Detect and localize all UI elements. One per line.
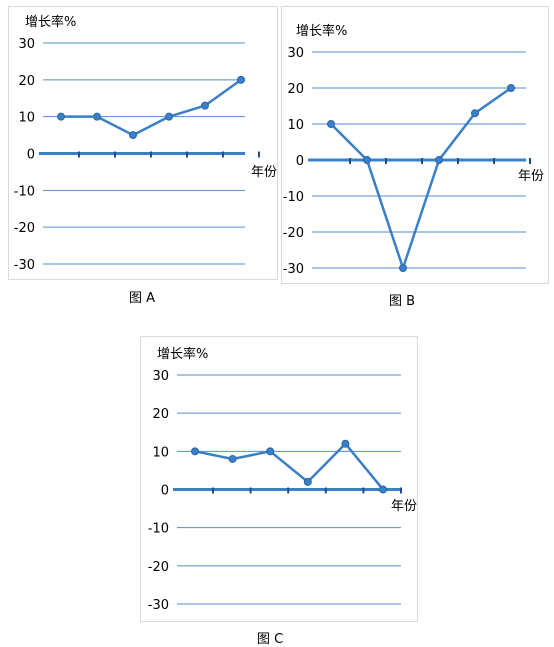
y-tick-label: 0 (27, 148, 35, 163)
data-point (363, 156, 371, 164)
y-tick-label: 0 (161, 484, 169, 499)
y-axis-label: 增长率% (25, 14, 76, 30)
series-line (61, 78, 242, 137)
data-point (237, 75, 245, 84)
y-tick-label: 30 (287, 46, 304, 61)
data-point (191, 447, 199, 456)
x-axis-label: 年份 (251, 165, 277, 180)
data-point (57, 112, 65, 121)
y-tick-label: -30 (14, 258, 35, 273)
data-point (341, 439, 350, 448)
data-point (399, 264, 407, 272)
data-point (266, 447, 275, 456)
chart-c-caption: 图 C (257, 632, 284, 647)
chart-b-caption: 图 B (389, 294, 416, 309)
y-axis-label: 增长率% (296, 23, 347, 39)
y-tick-label: -20 (148, 560, 169, 575)
y-tick-label: -30 (148, 598, 169, 613)
chart-b-panel: 30 20 10 0 -10 -20 -30 增长率% 年份 (281, 6, 549, 284)
data-point (201, 101, 209, 110)
data-point (129, 131, 137, 140)
y-tick-label: -20 (14, 221, 35, 236)
data-point (379, 485, 387, 494)
y-tick-label: -10 (14, 184, 35, 199)
data-point (327, 120, 335, 128)
y-tick-label: 20 (287, 82, 304, 97)
data-point (471, 109, 479, 118)
y-tick-label: 10 (18, 111, 35, 126)
data-point (93, 112, 101, 121)
y-tick-label: 0 (296, 154, 304, 169)
data-point (507, 84, 515, 92)
series-line (194, 442, 384, 491)
x-axis-label: 年份 (391, 499, 417, 514)
y-tick-label: 20 (18, 74, 35, 89)
y-tick-label: -30 (283, 262, 304, 277)
chart-a-caption: 图 A (129, 291, 156, 306)
y-tick-label: -10 (148, 522, 169, 537)
chart-b-svg: 30 20 10 0 -10 -20 -30 增长率% 年份 (283, 23, 544, 277)
y-tick-label: 30 (18, 37, 35, 52)
y-tick-label: 30 (152, 369, 169, 384)
y-axis-label: 增长率% (157, 346, 208, 362)
y-tick-label: 20 (152, 407, 169, 422)
data-point (303, 477, 312, 486)
chart-c-panel: 30 20 10 0 -10 -20 -30 增长率% 年份 (140, 336, 418, 622)
data-point (435, 156, 443, 164)
chart-a-svg: 30 20 10 0 -10 -20 -30 增长率% 年份 (14, 14, 277, 273)
y-tick-label: -10 (283, 190, 304, 205)
chart-a-panel: 30 20 10 0 -10 -20 -30 增长率% 年份 (8, 6, 278, 280)
data-point (228, 454, 237, 463)
chart-c-svg: 30 20 10 0 -10 -20 -30 增长率% 年份 (148, 346, 417, 613)
y-tick-label: 10 (287, 118, 304, 133)
y-tick-label: 10 (152, 445, 169, 460)
data-point (165, 112, 173, 121)
x-axis-label: 年份 (518, 169, 544, 184)
y-tick-label: -20 (283, 226, 304, 241)
series-line (330, 86, 512, 270)
